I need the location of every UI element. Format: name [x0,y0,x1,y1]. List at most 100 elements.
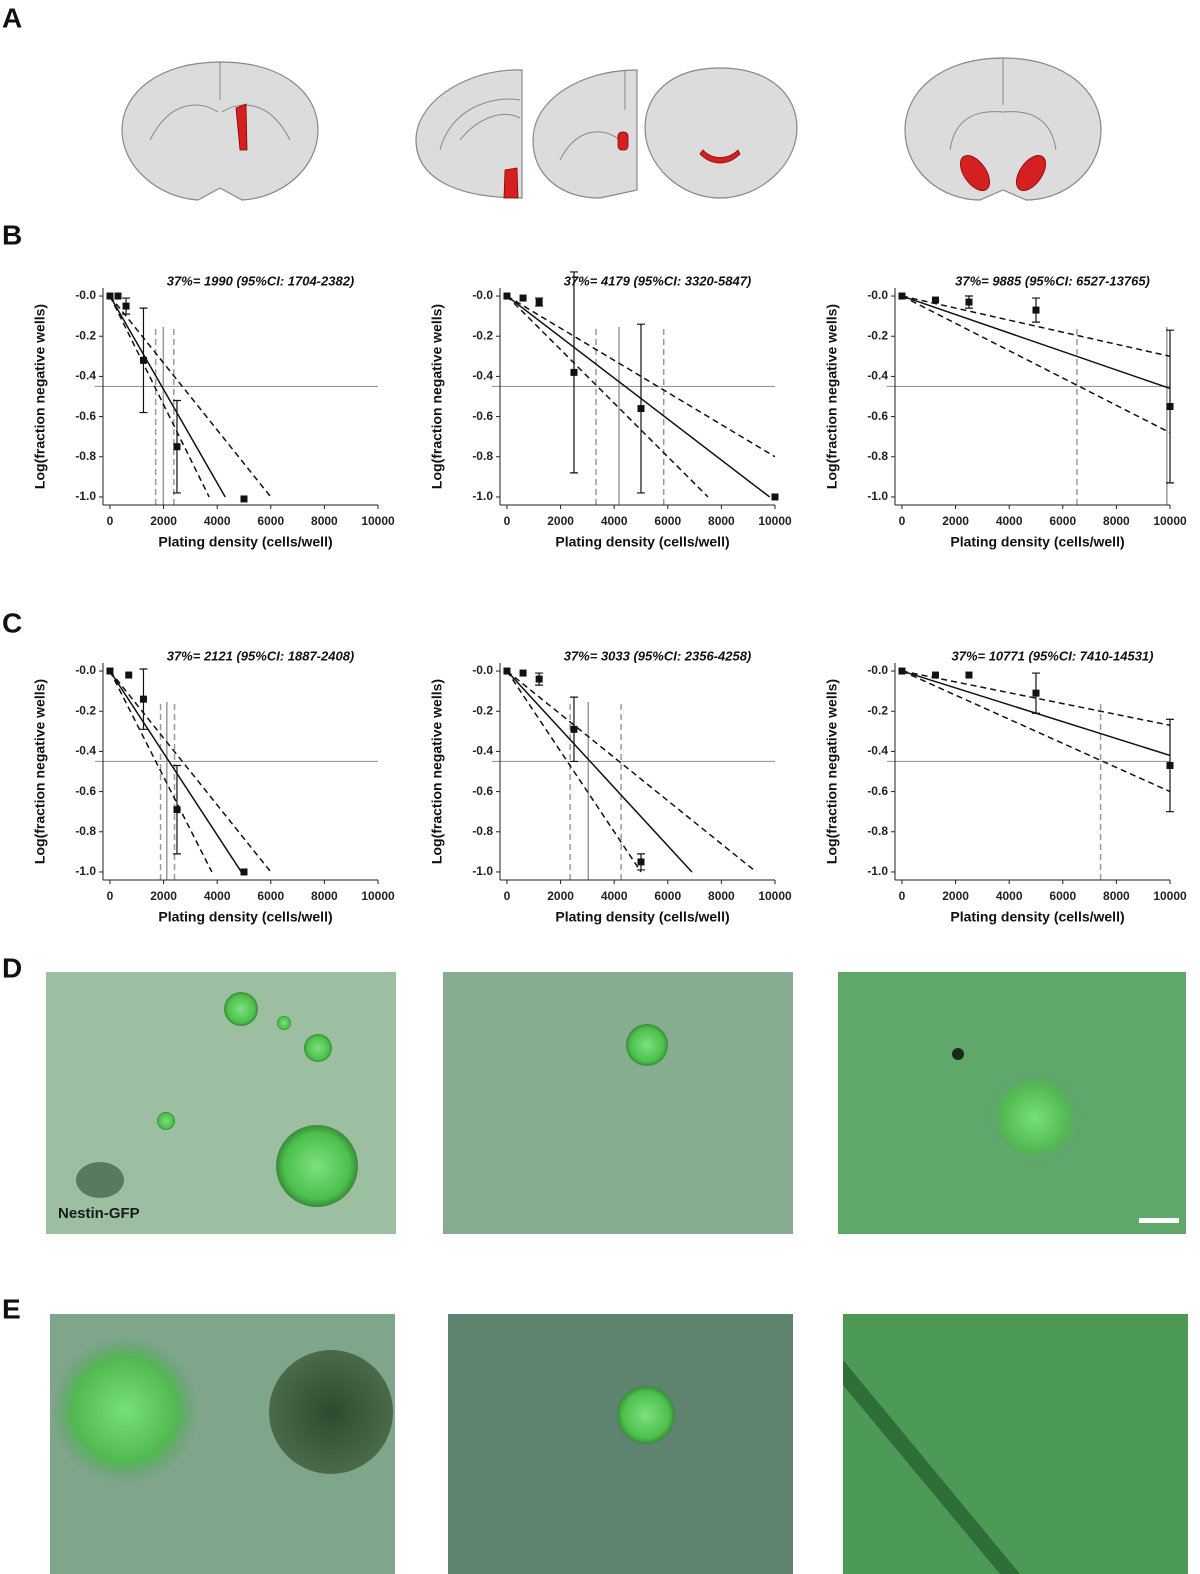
ci-fit-line [506,295,709,498]
chart: 37%= 9885 (95%CI: 6527-13765) -0.0 -0.2 -0.… [824,273,1187,549]
y-tick-label: -1.0 [75,489,96,503]
panel-letters: A B C D E [2,2,22,1324]
y-tick-label: -0.6 [472,409,493,423]
y-tick-label: -0.0 [867,663,888,677]
x-tick-label: 6000 [257,889,284,903]
neurosphere [276,1125,358,1207]
y-axis-title: Log(fraction negative wells) [824,679,840,864]
x-tick-label: 6000 [1049,514,1076,528]
x-tick-label: 8000 [311,514,338,528]
x-tick-label: 4000 [204,514,231,528]
chart: 37%= 3033 (95%CI: 2356-4258) -0.0 -0.2 -0.4… [429,648,792,924]
ci-fit-line [506,295,775,458]
x-tick-label: 6000 [1049,889,1076,903]
data-point [898,292,906,300]
panel-letter: E [2,1293,21,1324]
x-tick-label: 4000 [204,889,231,903]
y-tick-label: -0.2 [75,703,96,717]
y-axis-title: Log(fraction negative wells) [32,304,48,489]
x-tick-label: 6000 [654,889,681,903]
chart-title: 37%= 2121 (95%CI: 1887-2408) [167,648,355,663]
data-point [125,671,133,679]
chart-title: 37%= 9885 (95%CI: 6527-13765) [955,273,1150,288]
x-tick-label: 2000 [942,514,969,528]
data-point [122,302,130,310]
chart: 37%= 10771 (95%CI: 7410-14531) -0.0 -0.2 -0… [824,648,1187,925]
neurosphere [157,1112,175,1130]
scale-bar [1139,1218,1179,1223]
fit-line [506,670,693,873]
y-tick-label: -0.4 [472,744,493,758]
y-tick-label: -0.6 [867,409,888,423]
y-tick-label: -0.6 [472,784,493,798]
x-tick-label: 2000 [547,889,574,903]
x-axis-title: Plating density (cells/well) [555,534,729,550]
data-point [931,671,939,679]
region-highlight [503,167,519,199]
y-tick-label: -0.2 [472,703,493,717]
ci-fit-line [506,670,642,873]
x-tick-label: 4000 [601,514,628,528]
chart-title: 37%= 3033 (95%CI: 2356-4258) [564,648,752,663]
data-point [139,695,147,703]
x-tick-label: 4000 [996,514,1023,528]
micrograph-label: Nestin-GFP [58,1205,140,1222]
y-tick-label: -0.0 [867,288,888,302]
fit-line [901,295,1170,390]
neurosphere [50,1335,200,1485]
plot-area [492,295,775,505]
brain-diagrams [121,57,1102,201]
brain-outline [949,58,1057,151]
data-point [1166,403,1174,411]
y-tick-label: -0.6 [75,409,96,423]
y-tick-label: -0.8 [867,824,888,838]
x-axis-title: Plating density (cells/well) [158,909,332,925]
data-point [570,725,578,733]
neurosphere [269,1350,393,1474]
data-point [535,298,543,306]
y-tick-label: -0.4 [75,369,96,383]
region-highlight [960,155,990,191]
data-point [519,294,527,302]
x-tick-label: 10000 [758,514,792,528]
x-axis-title: Plating density (cells/well) [950,909,1124,925]
x-tick-label: 10000 [1153,889,1187,903]
x-tick-label: 10000 [361,889,395,903]
data-point [1166,761,1174,769]
x-tick-label: 8000 [708,889,735,903]
data-point [965,298,973,306]
y-tick-label: -1.0 [867,864,888,878]
x-tick-label: 10000 [758,889,792,903]
neurosphere [626,1024,668,1066]
chart: 37%= 2121 (95%CI: 1887-2408) -0.0 -0.2 -0.4… [32,648,395,924]
ci-fit-line [901,295,1170,358]
y-tick-label: -0.0 [75,663,96,677]
chart: 37%= 1990 (95%CI: 1704-2382) -0.0 -0.2 -0.4… [32,273,395,549]
panel-letter: C [2,607,22,638]
data-point [173,443,181,451]
y-tick-label: -0.0 [75,288,96,302]
y-tick-label: -0.8 [75,824,96,838]
x-tick-label: 0 [107,889,114,903]
y-tick-label: -0.4 [75,744,96,758]
data-point [637,858,645,866]
y-tick-label: -1.0 [472,864,493,878]
data-point [240,495,248,503]
neurosphere [617,1386,675,1444]
x-tick-label: 2000 [942,889,969,903]
data-point [1032,689,1040,697]
x-tick-label: 4000 [601,889,628,903]
region-highlight [699,149,741,164]
chart-title: 37%= 4179 (95%CI: 3320-5847) [564,273,752,288]
x-axis-title: Plating density (cells/well) [158,534,332,550]
neurosphere [277,1016,291,1030]
cell-cluster [952,1048,964,1060]
y-tick-label: -0.0 [472,288,493,302]
micrograph [448,1314,793,1574]
vessel-edge [843,1360,1020,1574]
x-tick-label: 0 [899,889,906,903]
data-point [503,292,511,300]
x-tick-label: 2000 [150,514,177,528]
y-tick-label: -0.2 [867,703,888,717]
